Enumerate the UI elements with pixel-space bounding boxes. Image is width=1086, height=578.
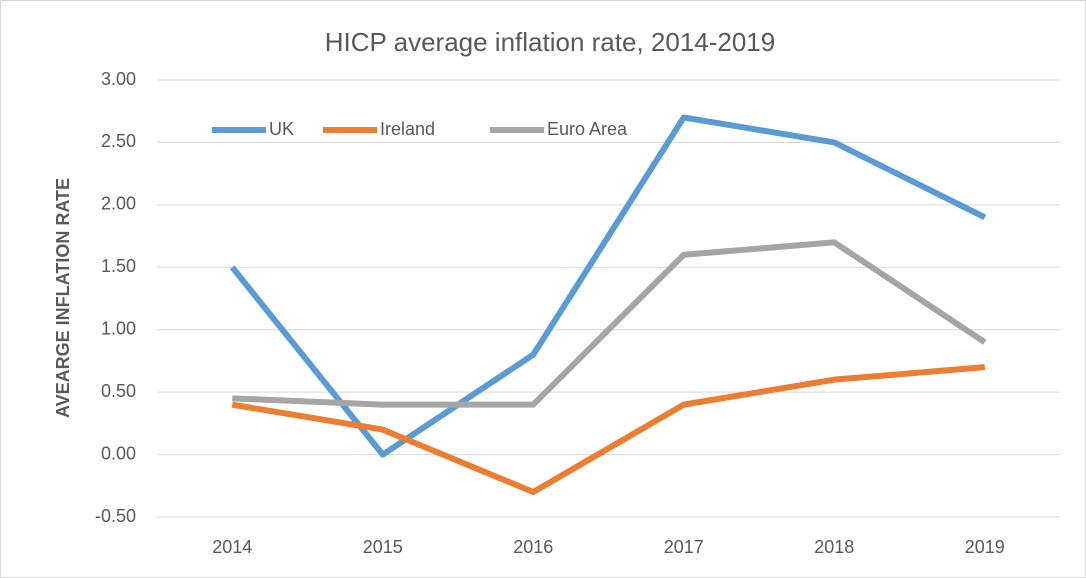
x-tick-label: 2019: [965, 537, 1005, 557]
y-tick-label: 0.00: [101, 443, 136, 463]
x-tick-label: 2016: [513, 537, 553, 557]
y-tick-label: 0.50: [101, 381, 136, 401]
x-tick-label: 2018: [814, 537, 854, 557]
legend-label: UK: [269, 119, 294, 139]
series-line: [232, 239, 987, 408]
x-tick-label: 2014: [212, 537, 252, 557]
y-tick-label: 2.50: [101, 131, 136, 151]
y-tick-label: 2.00: [101, 194, 136, 214]
legend-label: Euro Area: [547, 119, 628, 139]
legend-label: Ireland: [380, 119, 435, 139]
y-tick-label: 1.00: [101, 318, 136, 338]
y-axis-label: AVEARGE INFLATION RATE: [53, 178, 73, 418]
y-tick-label: -0.50: [95, 506, 136, 526]
x-tick-label: 2017: [664, 537, 704, 557]
x-tick-label: 2015: [363, 537, 403, 557]
y-tick-label: 3.00: [101, 69, 136, 89]
y-tick-label: 1.50: [101, 256, 136, 276]
chart-title: HICP average inflation rate, 2014-2019: [325, 27, 775, 57]
series-line: [231, 364, 985, 496]
